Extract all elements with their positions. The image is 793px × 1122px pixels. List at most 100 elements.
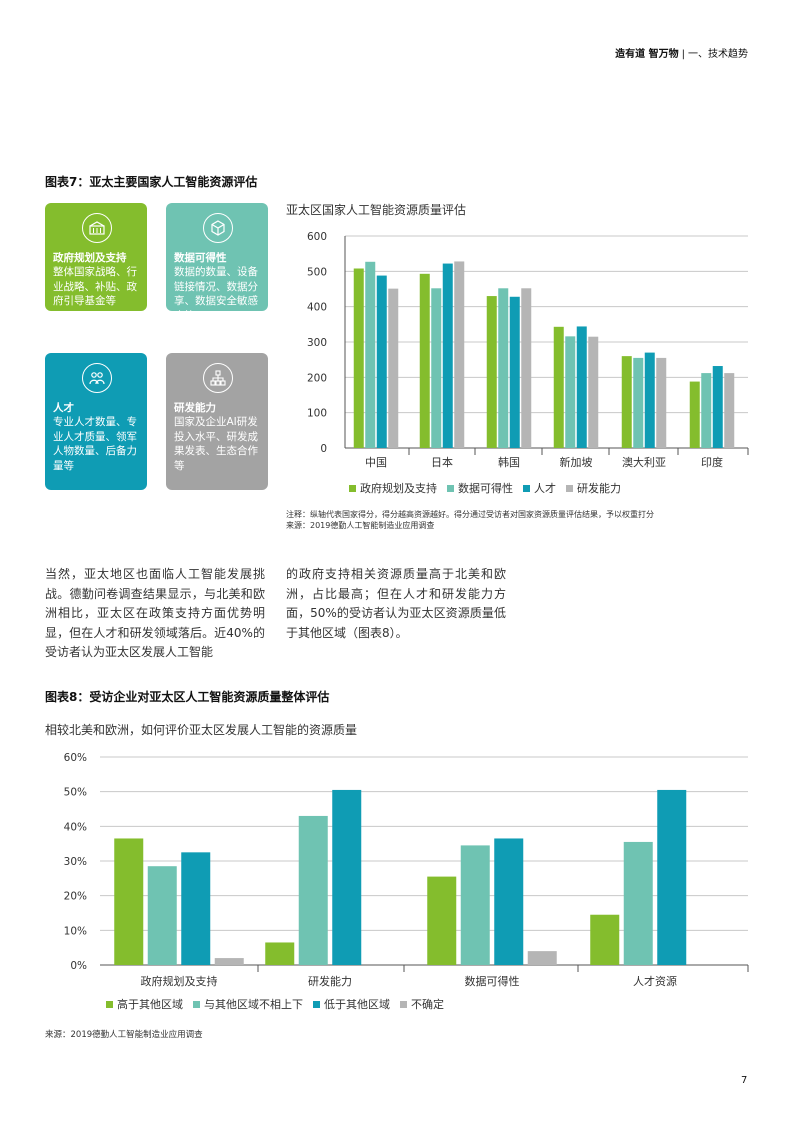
- legend-label: 高于其他区域: [117, 998, 183, 1011]
- bar-数据可得性-印度: [701, 373, 712, 448]
- bar-与其他区域不相上下-政府规划及支持: [147, 866, 177, 965]
- legend-swatch: [523, 484, 530, 492]
- tile-government-support: 政府规划及支持 整体国家战略、行业战略、补贴、政府引导基金等: [45, 203, 147, 311]
- bar-人才-韩国: [509, 296, 520, 448]
- chart1-title: 亚太区国家人工智能资源质量评估: [286, 203, 467, 217]
- tile-description: 整体国家战略、行业战略、补贴、政府引导基金等: [53, 266, 137, 307]
- x-category-label: 印度: [701, 455, 723, 469]
- page-header: 造有道 智万物 | 一、技术趋势: [615, 45, 748, 60]
- bar-政府规划及支持-日本: [419, 273, 430, 448]
- bar-数据可得性-中国: [365, 261, 376, 448]
- data-cube-icon: [203, 213, 233, 243]
- legend-item: 低于其他区域: [313, 996, 390, 1012]
- y-tick-label: 300: [307, 337, 327, 349]
- bar-政府规划及支持-韩国: [486, 296, 497, 448]
- legend-label: 人才: [534, 482, 556, 495]
- bar-研发能力-中国: [388, 288, 399, 448]
- tile-title: 数据可得性: [174, 252, 227, 264]
- chart1-source: 来源：2019德勤人工智能制造业应用调查: [286, 521, 435, 530]
- government-building-icon: [82, 213, 112, 243]
- bar-政府规划及支持-澳大利亚: [621, 356, 632, 448]
- x-category-label: 数据可得性: [465, 974, 520, 988]
- bar-高于其他区域-研发能力: [265, 942, 295, 965]
- bar-高于其他区域-政府规划及支持: [114, 838, 144, 965]
- tile-description: 国家及企业AI研发投入水平、研发成果发表、生态合作等: [174, 416, 258, 472]
- y-tick-label: 100: [307, 408, 327, 420]
- header-title: 造有道 智万物: [615, 49, 679, 60]
- tile-description: 数据的数量、设备链接情况、数据分享、数据安全敏感度等: [174, 266, 258, 322]
- tile-description: 专业人才数量、专业人才质量、领军人物数量、后备力量等: [53, 416, 137, 472]
- rnd-network-icon: [203, 363, 233, 393]
- legend-item: 数据可得性: [447, 480, 513, 496]
- y-tick-label: 30%: [64, 856, 87, 868]
- bar-人才-澳大利亚: [644, 352, 655, 448]
- legend-label: 不确定: [411, 998, 444, 1011]
- bar-高于其他区域-数据可得性: [427, 876, 457, 965]
- figure7-title: 图表7：亚太主要国家人工智能资源评估: [45, 175, 258, 189]
- legend-swatch: [566, 484, 573, 492]
- bar-低于其他区域-研发能力: [332, 789, 362, 965]
- paragraph-right: 的政府支持相关资源质量高于北美和欧洲，占比最高；但在人才和研发能力方面，50%的…: [286, 567, 506, 640]
- legend-item: 政府规划及支持: [349, 480, 437, 496]
- chart2-source: 来源：2019德勤人工智能制造业应用调查: [45, 1030, 203, 1040]
- x-category-label: 澳大利亚: [622, 455, 666, 469]
- y-tick-label: 600: [307, 231, 327, 243]
- figure8-title: 图表8：受访企业对亚太区人工智能资源质量整体评估: [45, 690, 330, 704]
- bar-数据可得性-韩国: [498, 288, 509, 448]
- tile-rnd: 研发能力 国家及企业AI研发投入水平、研发成果发表、生态合作等: [166, 353, 268, 490]
- legend-label: 政府规划及支持: [360, 482, 437, 495]
- chart1-legend: 政府规划及支持 数据可得性 人才 研发能力: [349, 480, 621, 496]
- bar-人才-中国: [376, 275, 387, 448]
- tile-data-availability: 数据可得性 数据的数量、设备链接情况、数据分享、数据安全敏感度等: [166, 203, 268, 322]
- bar-低于其他区域-人才资源: [657, 789, 687, 965]
- x-category-label: 韩国: [498, 455, 520, 469]
- y-tick-label: 50%: [64, 787, 87, 799]
- bar-与其他区域不相上下-研发能力: [298, 815, 328, 965]
- tile-title: 研发能力: [174, 402, 216, 414]
- y-tick-label: 200: [307, 372, 327, 384]
- y-tick-label: 20%: [64, 891, 87, 903]
- legend-item: 研发能力: [566, 480, 621, 496]
- bar-数据可得性-新加坡: [565, 336, 576, 448]
- bar-与其他区域不相上下-数据可得性: [460, 845, 490, 965]
- x-category-label: 日本: [431, 455, 453, 469]
- bar-人才-新加坡: [576, 326, 587, 448]
- talent-people-icon: [82, 363, 112, 393]
- y-tick-label: 0%: [70, 960, 87, 972]
- bar-数据可得性-澳大利亚: [633, 357, 644, 448]
- legend-item: 高于其他区域: [106, 996, 183, 1012]
- bar-政府规划及支持-新加坡: [553, 326, 564, 448]
- header-section: 一、技术趋势: [688, 49, 748, 60]
- bar-研发能力-印度: [724, 373, 735, 448]
- bar-与其他区域不相上下-人才资源: [623, 841, 653, 965]
- y-tick-label: 60%: [64, 752, 87, 764]
- x-category-label: 中国: [365, 456, 387, 469]
- legend-swatch: [106, 1000, 113, 1008]
- legend-swatch: [447, 484, 454, 492]
- tile-talent: 人才 专业人才数量、专业人才质量、领军人物数量、后备力量等: [45, 353, 147, 490]
- legend-swatch: [193, 1000, 200, 1008]
- legend-item: 人才: [523, 480, 556, 496]
- bar-低于其他区域-数据可得性: [494, 838, 524, 965]
- x-category-label: 人才资源: [633, 974, 677, 988]
- bar-研发能力-韩国: [521, 288, 532, 448]
- legend-label: 研发能力: [577, 482, 621, 495]
- legend-item: 不确定: [400, 996, 444, 1012]
- page-number: 7: [741, 1075, 748, 1086]
- tile-title: 政府规划及支持: [53, 252, 127, 264]
- legend-label: 低于其他区域: [324, 998, 390, 1011]
- chart1-note: 注释：纵轴代表国家得分，得分越高资源越好。得分通过受访者对国家资源质量评估结果，…: [286, 510, 654, 519]
- bar-人才-印度: [712, 366, 723, 448]
- bar-数据可得性-日本: [431, 288, 442, 448]
- y-tick-label: 40%: [64, 821, 87, 833]
- y-tick-label: 0: [320, 443, 327, 455]
- bar-研发能力-日本: [454, 261, 465, 448]
- legend-label: 数据可得性: [458, 482, 513, 495]
- bar-高于其他区域-人才资源: [590, 914, 620, 965]
- x-category-label: 研发能力: [308, 974, 352, 988]
- bar-不确定-政府规划及支持: [214, 958, 244, 965]
- bar-人才-日本: [442, 263, 453, 448]
- x-category-label: 新加坡: [560, 455, 593, 469]
